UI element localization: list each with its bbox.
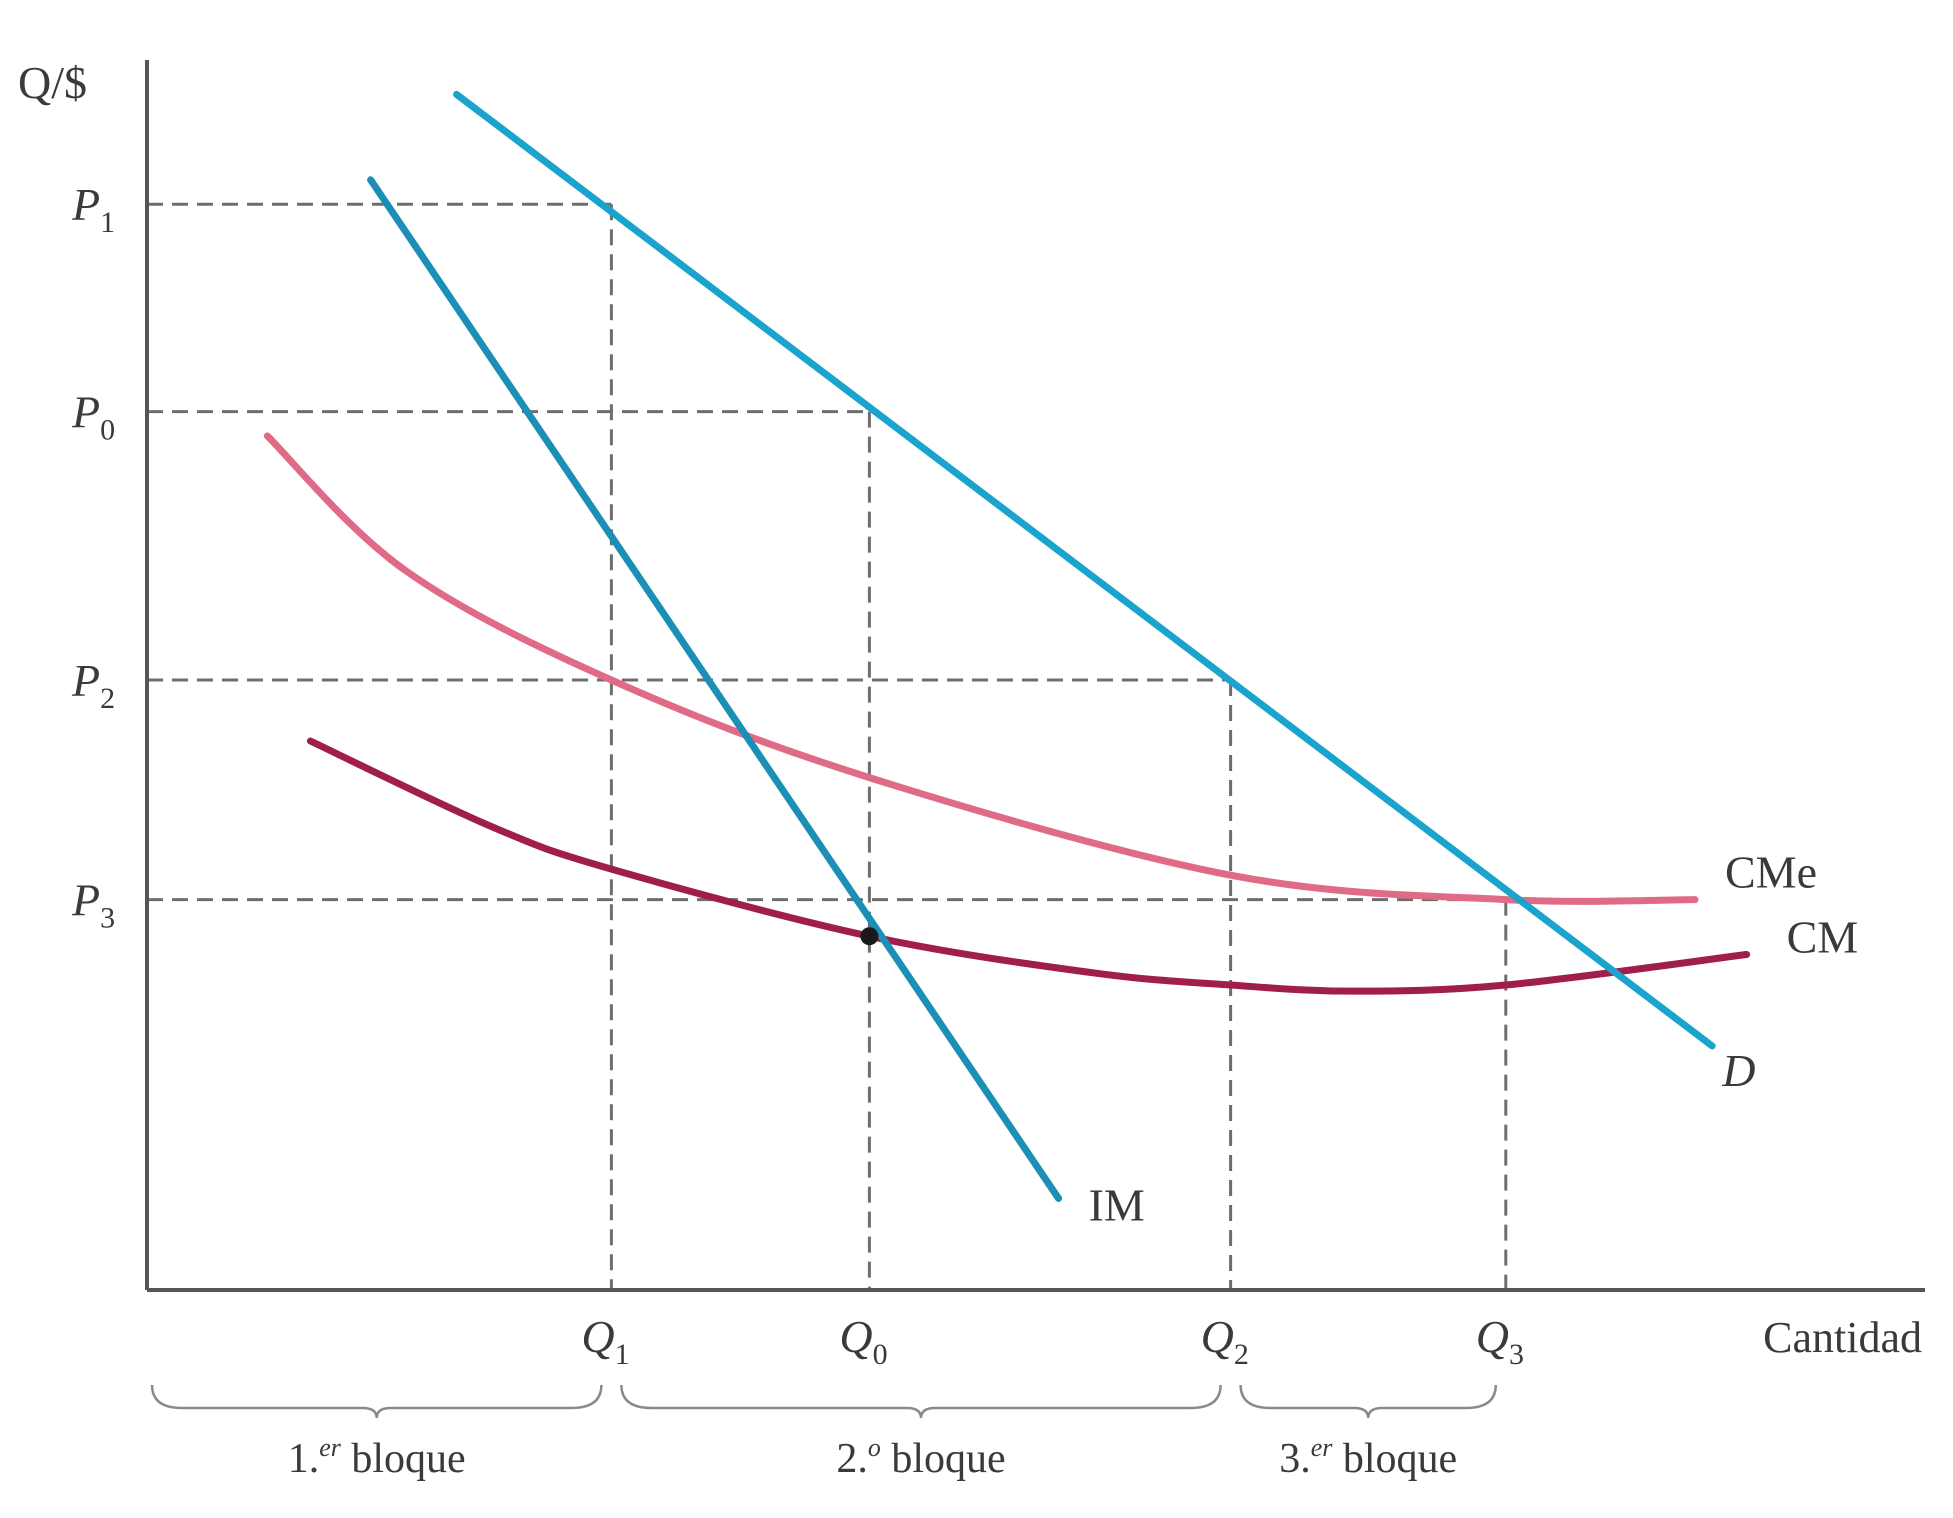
block-label-1: 1.er bloque bbox=[288, 1433, 466, 1482]
block-label-2: 2.o bloque bbox=[836, 1433, 1005, 1482]
series-label-cme: CMe bbox=[1725, 847, 1817, 898]
series-cme-line bbox=[263, 432, 1699, 905]
x-tick-label-Q0: Q0 bbox=[839, 1311, 887, 1371]
y-tick-label-P0: P0 bbox=[71, 387, 115, 447]
series-label-cm: CM bbox=[1787, 912, 1859, 963]
blocks-layer: 1.er bloque 2.o bloque 3.er bloque bbox=[150, 1384, 1498, 1482]
labels-layer: Q/$ Cantidad bbox=[18, 57, 1922, 1362]
axes-layer bbox=[145, 60, 1925, 1292]
series-label-im: IM bbox=[1089, 1180, 1145, 1231]
curves-layer bbox=[263, 90, 1751, 1202]
y-tick-label-P3: P3 bbox=[71, 875, 115, 935]
series-labels-layer: D IM CMe CM bbox=[1089, 847, 1859, 1231]
series-d-line bbox=[453, 90, 1716, 1050]
y-tick-label-P2: P2 bbox=[71, 655, 115, 715]
block-brace-2 bbox=[620, 1384, 1222, 1419]
y-tick-label-P1: P1 bbox=[71, 179, 115, 239]
block-brace-1 bbox=[150, 1384, 603, 1419]
series-label-d: D bbox=[1721, 1045, 1755, 1096]
guides-layer bbox=[147, 202, 1508, 1290]
ticks-layer: P1 P0 P2 P3 Q1 Q0 Q2 Q3 bbox=[71, 179, 1524, 1371]
x-tick-label-Q2: Q2 bbox=[1201, 1311, 1249, 1371]
y-axis-title: Q/$ bbox=[18, 57, 87, 108]
block-label-3: 3.er bloque bbox=[1279, 1433, 1457, 1482]
x-tick-label-Q3: Q3 bbox=[1476, 1311, 1524, 1371]
intersection-point bbox=[860, 927, 879, 946]
series-im-line bbox=[367, 176, 1063, 1202]
series-cm-line bbox=[306, 737, 1751, 995]
block-brace-3 bbox=[1239, 1384, 1498, 1419]
x-tick-label-Q1: Q1 bbox=[581, 1311, 629, 1371]
x-axis-title: Cantidad bbox=[1763, 1313, 1922, 1362]
